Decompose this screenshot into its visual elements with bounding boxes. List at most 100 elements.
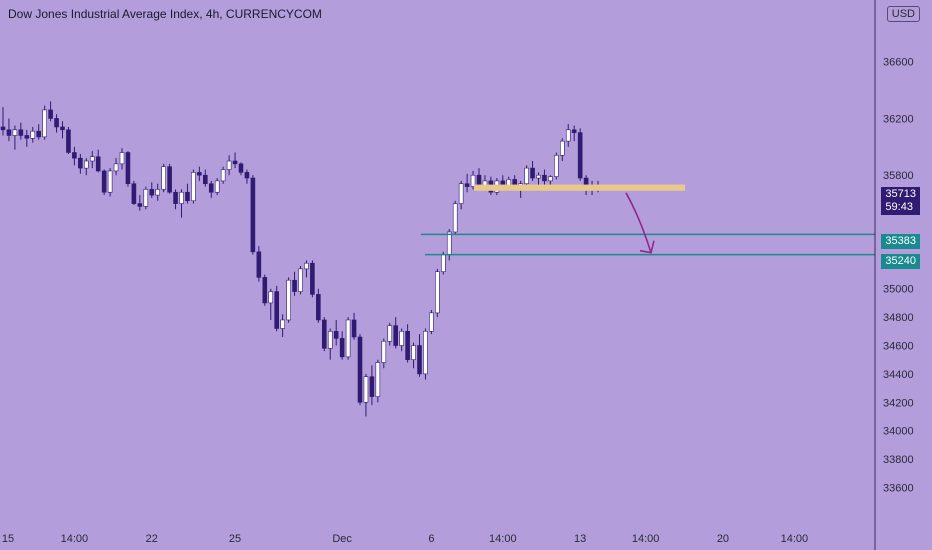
candle[interactable] — [48, 109, 53, 119]
candle[interactable] — [24, 135, 30, 139]
currency-badge[interactable]: USD — [886, 6, 920, 22]
candle[interactable] — [536, 174, 541, 179]
candle[interactable] — [220, 169, 226, 182]
candle[interactable] — [197, 172, 202, 176]
candle[interactable] — [446, 231, 452, 255]
candle[interactable] — [393, 325, 399, 346]
candle[interactable] — [351, 319, 357, 338]
candle[interactable] — [571, 129, 577, 133]
candle[interactable] — [524, 167, 529, 185]
candle[interactable] — [6, 129, 12, 136]
candle[interactable] — [173, 191, 178, 204]
candle[interactable] — [554, 155, 559, 177]
candle[interactable] — [113, 163, 119, 172]
x-axis[interactable]: 15 14:00 22 25 Dec 6 14:00 13 14:00 20 14:00 — [2, 533, 808, 545]
candle[interactable] — [101, 170, 107, 193]
candle[interactable] — [60, 126, 65, 131]
candle[interactable] — [381, 340, 387, 363]
candle[interactable] — [54, 118, 59, 128]
candle[interactable] — [298, 268, 303, 292]
candle[interactable] — [84, 160, 89, 169]
candle[interactable] — [429, 312, 434, 332]
candle[interactable] — [18, 129, 24, 136]
candle[interactable] — [95, 156, 101, 172]
candle[interactable] — [107, 170, 113, 193]
candle[interactable] — [345, 319, 351, 358]
candle[interactable] — [286, 279, 291, 321]
candle[interactable] — [399, 331, 404, 346]
candle[interactable] — [30, 130, 36, 139]
candle[interactable] — [464, 183, 470, 187]
candle[interactable] — [12, 129, 18, 136]
candle[interactable] — [238, 163, 244, 173]
candle[interactable] — [458, 183, 464, 204]
candle[interactable] — [440, 254, 446, 273]
candle[interactable] — [149, 189, 155, 196]
candle[interactable] — [280, 319, 285, 329]
candle[interactable] — [36, 130, 42, 138]
candle[interactable] — [214, 180, 220, 193]
candle[interactable] — [333, 331, 339, 339]
candle[interactable] — [423, 331, 428, 375]
candle[interactable] — [327, 331, 333, 349]
candle[interactable] — [304, 262, 309, 270]
candle[interactable] — [250, 177, 256, 253]
candle[interactable] — [310, 262, 315, 295]
candle[interactable] — [435, 271, 440, 314]
candle[interactable] — [530, 167, 535, 179]
candle[interactable] — [357, 336, 363, 403]
candle[interactable] — [369, 376, 375, 397]
candle[interactable] — [119, 152, 125, 165]
candle[interactable] — [405, 331, 410, 360]
candle[interactable] — [167, 166, 172, 193]
bar-countdown-label: 59:43 — [885, 201, 913, 213]
candle[interactable] — [363, 376, 369, 403]
candle[interactable] — [78, 157, 83, 169]
candle[interactable] — [411, 345, 416, 360]
candle[interactable] — [131, 183, 137, 204]
candle[interactable] — [137, 203, 143, 207]
candle[interactable] — [89, 156, 95, 162]
candle[interactable] — [226, 160, 232, 170]
candle[interactable] — [191, 172, 196, 202]
candle[interactable] — [42, 109, 47, 138]
candle[interactable] — [274, 291, 280, 329]
candle[interactable] — [548, 176, 553, 182]
x-tick-label: 13 — [574, 533, 586, 545]
candle[interactable] — [375, 362, 381, 397]
candle[interactable] — [125, 152, 131, 185]
candle[interactable] — [387, 325, 393, 342]
candle[interactable] — [256, 251, 262, 278]
candle[interactable] — [316, 294, 321, 321]
candle[interactable] — [0, 126, 6, 131]
candle[interactable] — [577, 132, 583, 179]
candle[interactable] — [208, 183, 214, 193]
candle[interactable] — [559, 140, 565, 156]
candle[interactable] — [417, 345, 422, 375]
y-tick-label: 36200 — [883, 113, 914, 125]
candle[interactable] — [232, 160, 238, 165]
candle[interactable] — [470, 174, 476, 187]
candle[interactable] — [244, 172, 250, 179]
candle[interactable] — [565, 129, 571, 142]
candle[interactable] — [179, 191, 184, 204]
candle[interactable] — [143, 189, 149, 207]
candle[interactable] — [262, 277, 268, 304]
candle[interactable] — [292, 279, 297, 292]
candle[interactable] — [155, 189, 160, 196]
candle[interactable] — [66, 129, 71, 153]
support-zone[interactable] — [474, 184, 685, 191]
y-axis[interactable]: 33600 33800 34000 34200 34400 34600 34800 35000… — [883, 57, 914, 495]
candle[interactable] — [321, 319, 327, 349]
candle[interactable] — [542, 174, 547, 182]
candle[interactable] — [185, 191, 190, 202]
candle[interactable] — [268, 291, 274, 304]
candle[interactable] — [339, 338, 345, 358]
projection-arrow[interactable] — [625, 192, 652, 253]
x-tick-label: 14:00 — [632, 533, 660, 545]
candle[interactable] — [203, 174, 208, 185]
candle[interactable] — [161, 166, 166, 190]
candle[interactable] — [452, 203, 458, 233]
candle[interactable] — [72, 152, 77, 159]
